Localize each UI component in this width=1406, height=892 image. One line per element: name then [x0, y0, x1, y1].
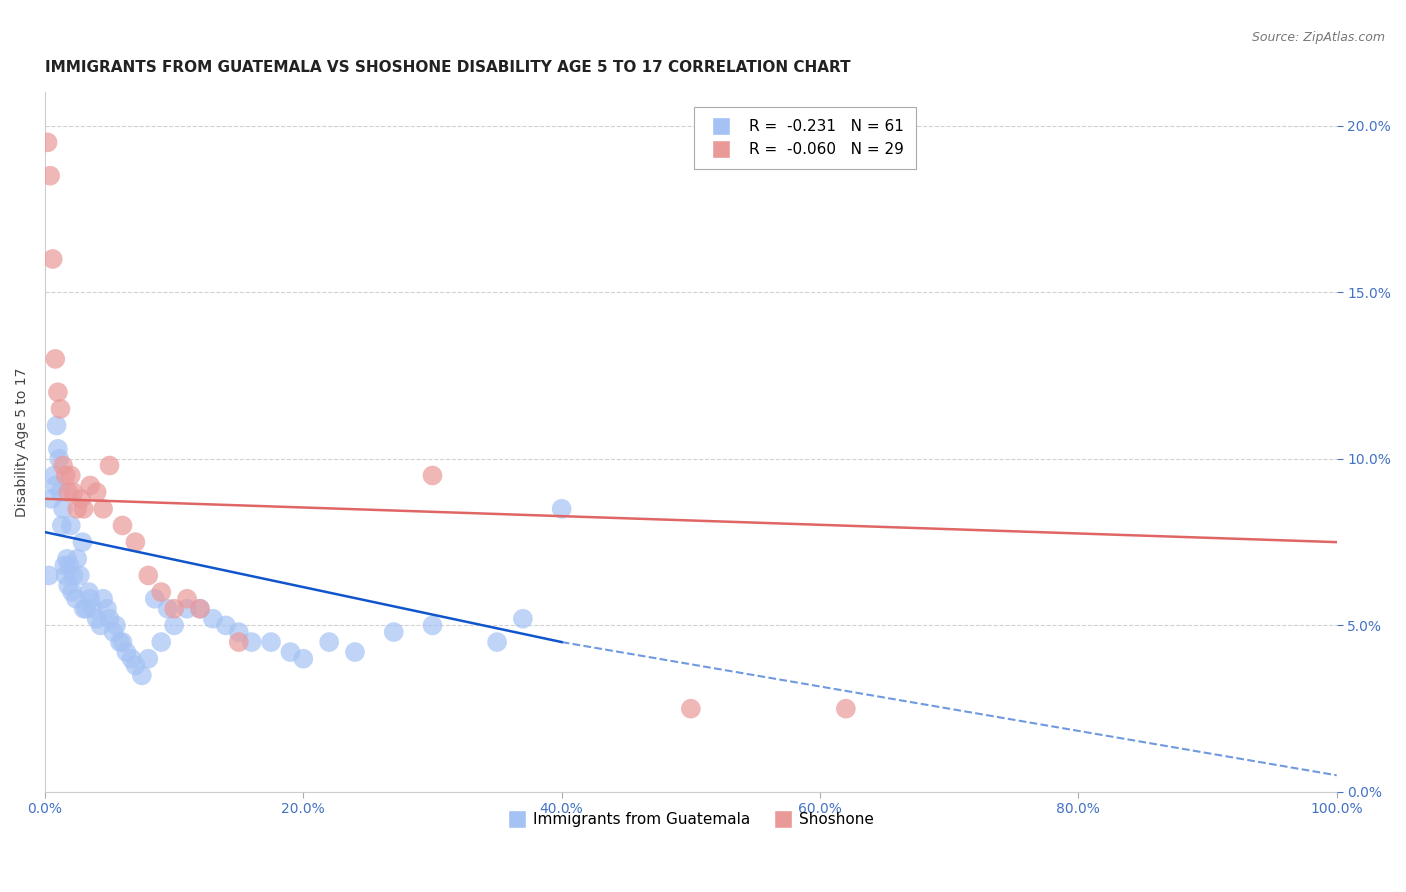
- Point: [49, 401, 72, 416]
- Point: [115, 645, 138, 659]
- Point: [59, 468, 82, 483]
- Point: [550, 501, 572, 516]
- Point: [52, 501, 75, 516]
- Point: [260, 635, 283, 649]
- Point: [228, 635, 250, 649]
- Point: [46, 442, 69, 456]
- Point: [124, 535, 146, 549]
- Point: [62, 485, 84, 500]
- Point: [156, 601, 179, 615]
- Point: [60, 585, 83, 599]
- Point: [75, 601, 97, 615]
- Point: [163, 601, 186, 615]
- Point: [58, 558, 80, 573]
- Point: [105, 618, 128, 632]
- Point: [73, 501, 96, 516]
- Point: [280, 645, 302, 659]
- Point: [124, 658, 146, 673]
- Point: [44, 351, 66, 366]
- Point: [55, 468, 77, 483]
- Text: Source: ZipAtlas.com: Source: ZipAtlas.com: [1251, 31, 1385, 45]
- Point: [46, 385, 69, 400]
- Point: [150, 585, 173, 599]
- Point: [59, 518, 82, 533]
- Point: [512, 612, 534, 626]
- Point: [72, 535, 94, 549]
- Point: [121, 651, 143, 665]
- Point: [136, 651, 159, 665]
- Point: [292, 651, 315, 665]
- Legend: Immigrants from Guatemala, Shoshone: Immigrants from Guatemala, Shoshone: [501, 806, 880, 833]
- Point: [73, 601, 96, 615]
- Point: [37, 136, 59, 150]
- Point: [38, 568, 60, 582]
- Point: [48, 451, 70, 466]
- Point: [70, 491, 93, 506]
- Point: [49, 485, 72, 500]
- Point: [91, 501, 114, 516]
- Point: [103, 625, 125, 640]
- Point: [422, 468, 444, 483]
- Point: [188, 601, 211, 615]
- Point: [58, 578, 80, 592]
- Point: [69, 568, 91, 582]
- Point: [96, 601, 118, 615]
- Point: [79, 591, 101, 606]
- Point: [343, 645, 366, 659]
- Point: [228, 625, 250, 640]
- Point: [422, 618, 444, 632]
- Point: [39, 169, 62, 183]
- Point: [89, 618, 111, 632]
- Point: [215, 618, 238, 632]
- Point: [65, 591, 87, 606]
- Point: [143, 591, 166, 606]
- Point: [318, 635, 340, 649]
- Text: IMMIGRANTS FROM GUATEMALA VS SHOSHONE DISABILITY AGE 5 TO 17 CORRELATION CHART: IMMIGRANTS FROM GUATEMALA VS SHOSHONE DI…: [45, 60, 851, 75]
- Point: [163, 618, 186, 632]
- Point: [86, 485, 108, 500]
- Point: [77, 585, 100, 599]
- Point: [98, 458, 121, 473]
- Point: [98, 612, 121, 626]
- Point: [41, 252, 63, 266]
- Point: [44, 478, 66, 492]
- Point: [55, 568, 77, 582]
- Point: [91, 591, 114, 606]
- Point: [176, 591, 198, 606]
- Point: [131, 668, 153, 682]
- Point: [58, 485, 80, 500]
- Point: [82, 601, 104, 615]
- Point: [51, 518, 73, 533]
- Point: [150, 635, 173, 649]
- Point: [201, 612, 224, 626]
- Point: [62, 568, 84, 582]
- Point: [45, 418, 67, 433]
- Point: [382, 625, 405, 640]
- Point: [486, 635, 509, 649]
- Point: [679, 701, 702, 715]
- Point: [240, 635, 263, 649]
- Point: [42, 468, 65, 483]
- Point: [79, 478, 101, 492]
- Point: [835, 701, 858, 715]
- Point: [66, 501, 89, 516]
- Y-axis label: Disability Age 5 to 17: Disability Age 5 to 17: [15, 368, 30, 516]
- Point: [136, 568, 159, 582]
- Point: [111, 518, 134, 533]
- Point: [41, 491, 63, 506]
- Point: [188, 601, 211, 615]
- Point: [53, 558, 76, 573]
- Point: [176, 601, 198, 615]
- Point: [86, 612, 108, 626]
- Point: [52, 458, 75, 473]
- Point: [111, 635, 134, 649]
- Point: [66, 551, 89, 566]
- Point: [108, 635, 131, 649]
- Point: [56, 551, 79, 566]
